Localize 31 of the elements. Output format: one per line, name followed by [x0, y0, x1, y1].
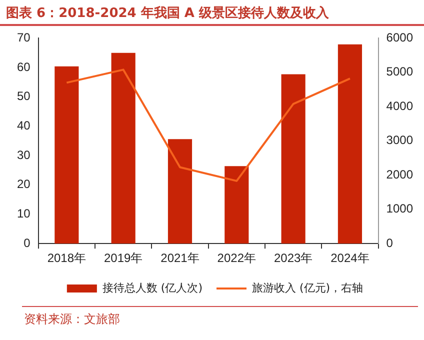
- y-tick-label: 60: [16, 60, 31, 74]
- x-tick-label: 2024年: [330, 251, 370, 266]
- y-tick-label: 20: [16, 177, 31, 192]
- bar: [54, 66, 79, 244]
- y-tick-label: 70: [16, 30, 31, 45]
- y2-tick-label: 2000: [386, 167, 414, 182]
- y-tick-label: 10: [16, 206, 31, 221]
- y2-tick-label: 1000: [386, 202, 414, 216]
- y2-tick-label: 5000: [386, 64, 414, 79]
- x-tick-label: 2019年: [104, 251, 143, 266]
- x-tick-label: 2022年: [217, 251, 256, 266]
- y-tick-label: 0: [24, 236, 31, 250]
- x-tick-label: 2021年: [160, 251, 200, 266]
- bar: [281, 74, 306, 244]
- y2-tick-label: 0: [386, 236, 394, 250]
- y2-tick-label: 3000: [386, 133, 414, 148]
- y-tick-label: 30: [16, 148, 31, 162]
- y-tick-label: 50: [16, 89, 31, 104]
- bar: [111, 52, 136, 244]
- legend-label: 接待总人数 (亿人次): [102, 281, 203, 294]
- y2-tick-label: 6000: [386, 30, 414, 45]
- chart-title: 图表 6：2018-2024 年我国 A 级景区接待人数及收入: [6, 4, 329, 22]
- x-tick-label: 2018年: [47, 251, 86, 266]
- text: 资料来源：文旅部: [24, 311, 120, 328]
- legend-label: 旅游收入 (亿元)，右轴: [252, 281, 364, 294]
- bar: [338, 44, 362, 244]
- bar: [224, 166, 249, 244]
- x-tick-label: 2023年: [274, 251, 313, 266]
- y-tick-label: 40: [16, 118, 31, 133]
- y2-tick-label: 4000: [386, 98, 414, 113]
- bar: [168, 139, 192, 244]
